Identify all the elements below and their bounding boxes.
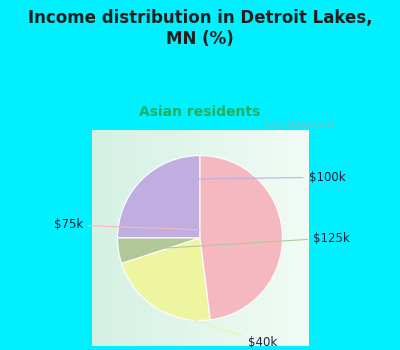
Wedge shape	[118, 155, 200, 238]
Text: $125k: $125k	[121, 231, 350, 251]
Text: City-Data.com: City-Data.com	[265, 119, 334, 129]
Text: $100k: $100k	[144, 171, 345, 184]
Wedge shape	[200, 155, 282, 320]
Text: Asian residents: Asian residents	[139, 105, 261, 119]
Text: $75k: $75k	[54, 218, 280, 233]
Text: Income distribution in Detroit Lakes,
MN (%): Income distribution in Detroit Lakes, MN…	[28, 9, 372, 48]
Wedge shape	[118, 238, 200, 264]
Text: $40k: $40k	[158, 308, 277, 349]
Wedge shape	[122, 238, 210, 321]
